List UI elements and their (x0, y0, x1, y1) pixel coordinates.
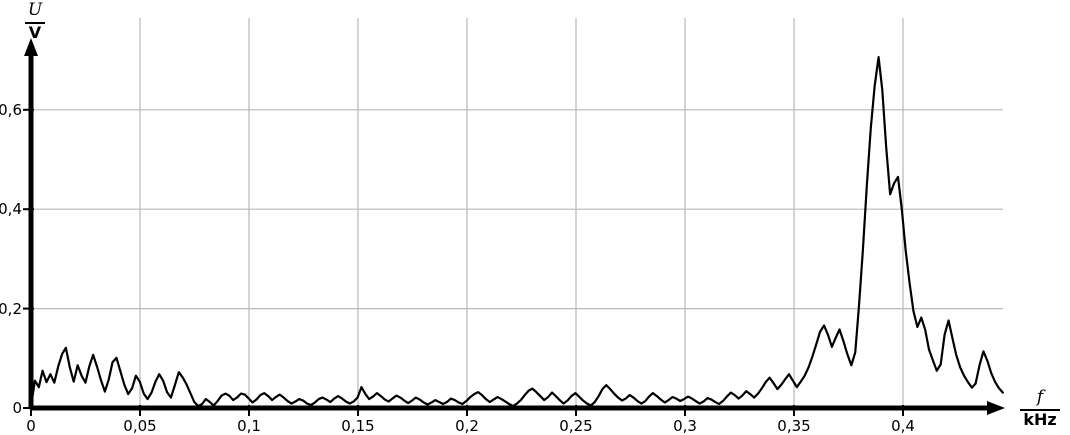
data-series-line (29, 56, 1004, 408)
y-axis-arrow (24, 38, 38, 56)
y-tick-label: 0,2 (0, 299, 22, 318)
gridlines (31, 18, 1003, 408)
y-axis-title: U V (12, 0, 58, 43)
axes (24, 38, 1005, 415)
x-tick-label: 0 (26, 417, 36, 435)
y-axis-fraction-bar (24, 21, 46, 24)
x-tick-label: 0,35 (777, 417, 811, 435)
x-axis-fraction: f kHz (1020, 387, 1060, 429)
axis-ticks (23, 108, 904, 416)
x-tick-label: 0,3 (673, 417, 697, 435)
y-axis-fraction: U V (24, 0, 46, 42)
x-tick-label: 0,25 (559, 417, 593, 435)
y-axis-denominator: V (28, 22, 42, 42)
y-axis-numerator: U (27, 0, 43, 20)
x-tick-label: 0,15 (341, 417, 375, 435)
x-axis-denominator: kHz (1023, 409, 1057, 429)
x-tick-label: 0,4 (891, 417, 915, 435)
x-tick-label: 0,05 (123, 417, 157, 435)
x-axis-arrow (987, 401, 1005, 415)
y-tick-label: 0 (12, 399, 22, 417)
y-tick-label: 0,6 (0, 100, 22, 119)
x-axis-title: f kHz (1012, 387, 1068, 430)
y-tick-label: 0,4 (0, 200, 22, 219)
x-tick-label: 0,1 (237, 417, 261, 435)
x-axis-fraction-bar (1020, 408, 1060, 411)
x-axis-numerator: f (1036, 387, 1044, 407)
x-tick-label: 0,2 (455, 417, 479, 435)
